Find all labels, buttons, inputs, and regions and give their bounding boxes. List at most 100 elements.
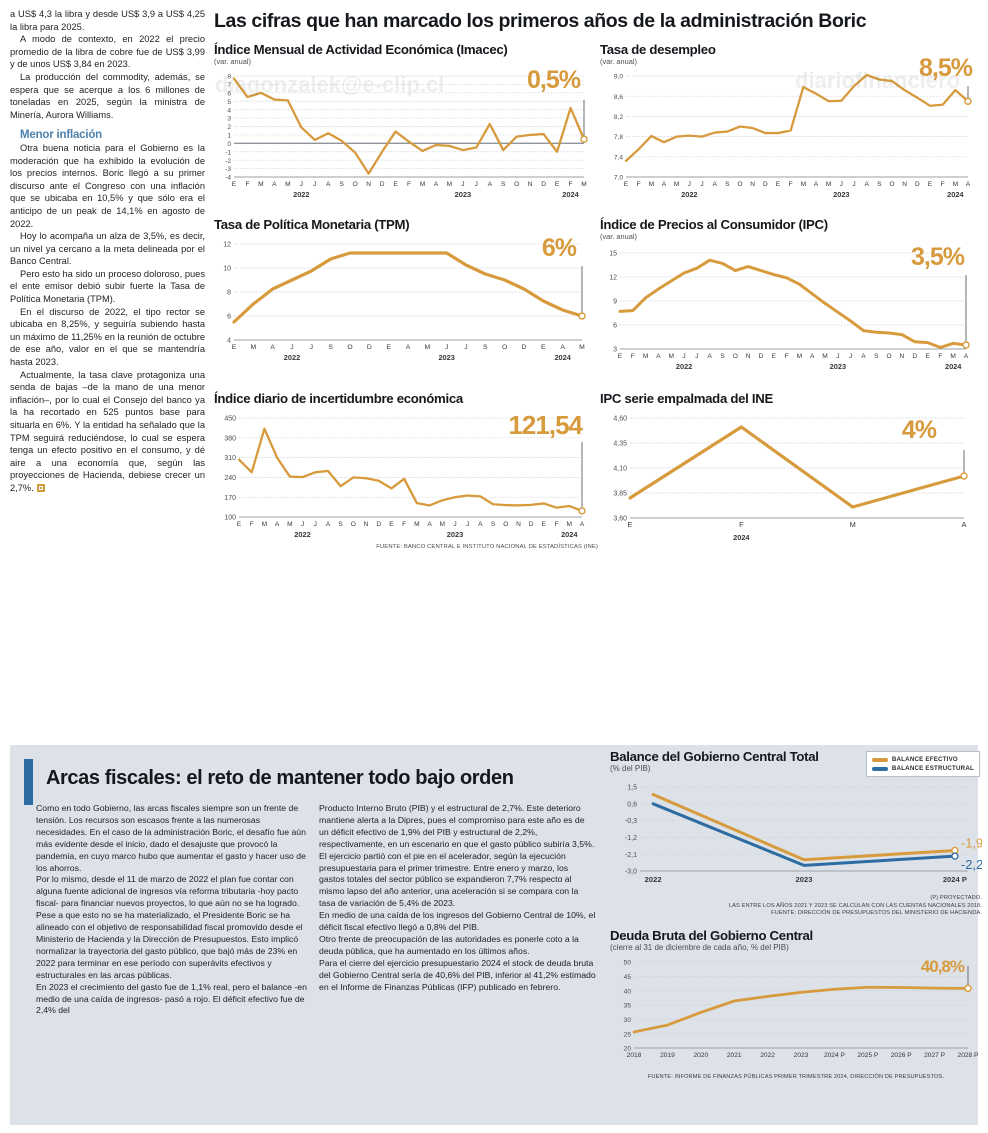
svg-text:S: S bbox=[877, 181, 882, 188]
svg-text:O: O bbox=[347, 344, 352, 351]
svg-text:N: N bbox=[900, 353, 905, 360]
chart-cell-balance: Balance del Gobierno Central Total (% de… bbox=[610, 749, 982, 918]
svg-text:2023: 2023 bbox=[455, 190, 471, 199]
svg-text:E: E bbox=[389, 521, 394, 528]
svg-text:J: J bbox=[836, 353, 839, 360]
svg-text:S: S bbox=[501, 181, 506, 188]
svg-text:O: O bbox=[887, 353, 892, 360]
svg-text:O: O bbox=[889, 181, 894, 188]
chart-legend: BALANCE EFECTIVO BALANCE ESTRUCTURAL bbox=[865, 751, 980, 777]
svg-text:2024: 2024 bbox=[562, 190, 579, 199]
legend-swatch-icon bbox=[871, 757, 888, 762]
svg-text:J: J bbox=[700, 181, 703, 188]
chart-callout-value: 121,54 bbox=[508, 410, 583, 440]
svg-text:8,6: 8,6 bbox=[614, 94, 623, 101]
svg-text:E: E bbox=[393, 181, 398, 188]
svg-text:A: A bbox=[326, 181, 331, 188]
article-paragraph: Otra buena noticia para el Gobierno es l… bbox=[10, 142, 205, 229]
article-subheading: Menor inflación bbox=[20, 129, 102, 142]
chart-subtitle: (var. anual) bbox=[214, 57, 251, 66]
svg-text:M: M bbox=[420, 181, 426, 188]
svg-text:E: E bbox=[237, 521, 242, 528]
svg-text:J: J bbox=[314, 521, 317, 528]
chart-tpm: 12 10 8 6 4 E M A J J S O D E A M J J S O D E A M 2022 2023 2024 6% bbox=[214, 236, 598, 366]
chart-cell-desempleo: Tasa de desempleo (var. anual) 9,0 8,6 8,2… bbox=[598, 42, 982, 203]
svg-text:2022: 2022 bbox=[294, 530, 310, 539]
chart-callout-value: 0,5% bbox=[527, 66, 581, 94]
svg-text:2022: 2022 bbox=[645, 875, 662, 884]
svg-text:D: D bbox=[376, 521, 381, 528]
svg-text:S: S bbox=[338, 521, 343, 528]
legend-swatch-icon bbox=[871, 766, 888, 771]
accent-bar bbox=[24, 759, 33, 805]
svg-text:J: J bbox=[464, 344, 467, 351]
svg-text:310: 310 bbox=[224, 455, 236, 462]
svg-text:5: 5 bbox=[227, 99, 231, 106]
svg-text:A: A bbox=[662, 181, 667, 188]
svg-text:A: A bbox=[580, 521, 585, 528]
chart-note: LAS ENTRE LOS AÑOS 2021 Y 2023 SE CALCUL… bbox=[728, 902, 982, 909]
svg-text:6: 6 bbox=[613, 323, 617, 330]
article-paragraph: La producción del commodity, además, se … bbox=[10, 71, 205, 120]
svg-text:D: D bbox=[759, 353, 764, 360]
svg-text:A: A bbox=[814, 181, 819, 188]
bottom-column-2: Producto Interno Bruto (PIB) y el estruc… bbox=[319, 803, 596, 994]
svg-text:S: S bbox=[328, 344, 333, 351]
svg-text:3: 3 bbox=[227, 116, 231, 123]
svg-text:J: J bbox=[840, 181, 843, 188]
svg-text:M: M bbox=[826, 181, 832, 188]
chart-desempleo: 9,0 8,6 8,2 7,8 7,4 7,0 E F M A M J J A S O N D E F M A M J J A S O… bbox=[600, 56, 982, 203]
end-of-article-marker bbox=[36, 483, 45, 492]
bottom-headline: Arcas fiscales: el reto de mantener todo… bbox=[46, 767, 514, 789]
chart-note: FUENTE: DIRECCIÓN DE PRESUPUESTOS DEL MI… bbox=[771, 910, 982, 917]
svg-text:A: A bbox=[708, 353, 713, 360]
svg-text:E: E bbox=[618, 353, 623, 360]
chart-callout-value: 3,5% bbox=[911, 243, 965, 271]
article-paragraph: El ejercicio partió con el pie en el ace… bbox=[319, 850, 579, 909]
chart-cell-ipc: Índice de Precios al Consumidor (IPC) (v… bbox=[598, 217, 982, 375]
svg-text:2022: 2022 bbox=[284, 353, 300, 362]
svg-text:A: A bbox=[656, 353, 661, 360]
chart-title: Índice de Precios al Consumidor (IPC) bbox=[600, 217, 828, 232]
svg-text:J: J bbox=[461, 181, 464, 188]
svg-text:E: E bbox=[555, 181, 560, 188]
svg-text:M: M bbox=[567, 521, 573, 528]
chart-cell-incertidumbre: Índice diario de incertidumbre económica… bbox=[214, 391, 598, 550]
svg-text:25: 25 bbox=[624, 1031, 632, 1038]
svg-text:M: M bbox=[424, 344, 430, 351]
svg-text:E: E bbox=[232, 181, 237, 188]
svg-text:J: J bbox=[301, 521, 304, 528]
bottom-charts: Balance del Gobierno Central Total (% de… bbox=[610, 749, 982, 1081]
svg-text:170: 170 bbox=[224, 495, 236, 502]
svg-text:M: M bbox=[850, 520, 856, 529]
svg-text:2022: 2022 bbox=[760, 1052, 775, 1059]
svg-text:-1: -1 bbox=[225, 149, 231, 156]
bottom-column-1: Como en todo Gobierno, las arcas fiscale… bbox=[36, 803, 313, 1017]
article-paragraph: En medio de una caída de los ingresos de… bbox=[319, 910, 596, 933]
chart-callout-value: 4% bbox=[901, 416, 937, 444]
svg-text:450: 450 bbox=[224, 416, 236, 423]
svg-text:F: F bbox=[555, 521, 559, 528]
svg-text:A: A bbox=[864, 181, 869, 188]
svg-text:A: A bbox=[275, 521, 280, 528]
svg-text:J: J bbox=[290, 344, 293, 351]
svg-text:A: A bbox=[810, 353, 815, 360]
svg-text:15: 15 bbox=[609, 251, 617, 258]
svg-text:M: M bbox=[447, 181, 453, 188]
chart-callout-value: 6% bbox=[541, 234, 577, 262]
svg-text:O: O bbox=[514, 181, 519, 188]
article-paragraph-text: Actualmente, la tasa clave protagoniza u… bbox=[10, 369, 205, 493]
svg-text:F: F bbox=[785, 353, 789, 360]
svg-text:J: J bbox=[310, 344, 313, 351]
svg-text:4: 4 bbox=[227, 107, 231, 114]
svg-text:A: A bbox=[272, 181, 277, 188]
svg-text:M: M bbox=[440, 521, 446, 528]
svg-text:M: M bbox=[950, 353, 956, 360]
svg-text:-2: -2 bbox=[225, 158, 231, 165]
svg-text:M: M bbox=[797, 353, 803, 360]
article-paragraph: a US$ 4,3 la libra y desde US$ 3,9 a US$… bbox=[10, 9, 205, 32]
svg-text:O: O bbox=[502, 344, 507, 351]
svg-text:M: M bbox=[287, 521, 293, 528]
svg-text:D: D bbox=[522, 344, 527, 351]
